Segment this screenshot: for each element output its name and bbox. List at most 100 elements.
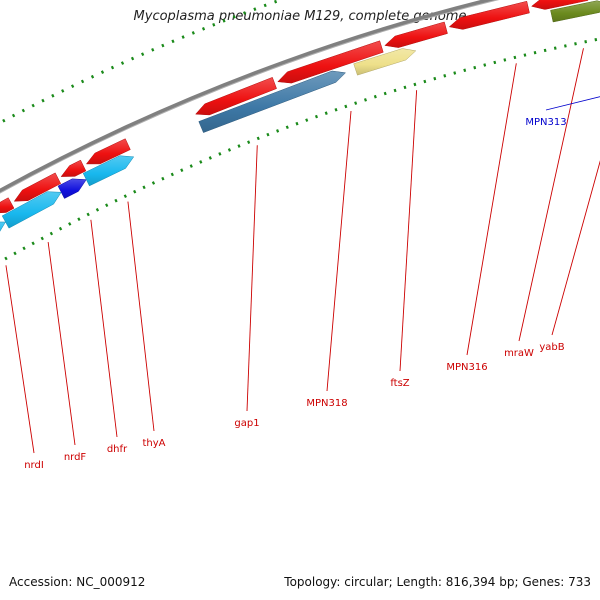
scale-tick bbox=[110, 65, 115, 70]
feature-red bbox=[195, 76, 277, 116]
inner-scale-tick bbox=[199, 160, 203, 164]
inner-scale-tick bbox=[133, 189, 137, 194]
inner-scale-tick bbox=[443, 74, 447, 78]
inner-scale-tick bbox=[584, 40, 588, 44]
scale-tick bbox=[181, 35, 185, 39]
inner-scale-tick bbox=[31, 241, 35, 246]
scale-tick bbox=[11, 113, 16, 118]
inner-scale-tick bbox=[513, 55, 517, 60]
scale-tick bbox=[21, 108, 26, 113]
genome-backbone bbox=[0, 0, 498, 194]
scale-tick bbox=[130, 56, 135, 61]
scale-tick bbox=[274, 0, 278, 4]
inner-scale-tick bbox=[285, 125, 289, 130]
feature-cyan bbox=[1, 191, 62, 229]
inner-scale-tick bbox=[523, 53, 527, 57]
inner-scale-tick bbox=[4, 256, 8, 261]
inner-scale-tick bbox=[114, 198, 118, 203]
inner-scale-tick bbox=[142, 185, 146, 190]
scale-tick bbox=[31, 103, 35, 108]
scale-tick bbox=[100, 70, 105, 74]
feature-steel bbox=[198, 70, 347, 133]
scale-tick bbox=[61, 89, 65, 93]
inner-scale-tick bbox=[123, 194, 127, 199]
genome-backbone-highlight bbox=[0, 0, 500, 194]
scale-tick bbox=[51, 93, 55, 98]
inner-scale-tick bbox=[189, 164, 193, 168]
feature-red bbox=[85, 138, 131, 165]
feature-red bbox=[384, 21, 448, 48]
scale-tick bbox=[90, 74, 95, 79]
inner-scale-tick bbox=[105, 203, 109, 208]
gene-label: MPN318 bbox=[306, 398, 347, 409]
scale-tick bbox=[191, 31, 195, 35]
inner-scale-tick bbox=[208, 156, 212, 160]
inner-scale-tick bbox=[266, 132, 270, 137]
inner-scale-tick bbox=[463, 68, 467, 73]
gene-label: yabB bbox=[539, 342, 564, 353]
gene-label-leader bbox=[518, 48, 584, 342]
scale-tick bbox=[2, 118, 6, 123]
gene-label: gap1 bbox=[234, 418, 259, 429]
inner-scale-tick bbox=[363, 98, 367, 102]
inner-scale-tick bbox=[423, 79, 427, 84]
scale-tick bbox=[253, 7, 257, 11]
inner-scale-tick bbox=[314, 114, 319, 119]
inner-scale-tick bbox=[161, 176, 165, 181]
inner-scale-tick bbox=[58, 226, 63, 231]
feature-red bbox=[13, 172, 62, 202]
gene-label: thyA bbox=[142, 438, 165, 449]
gene-label-leader bbox=[246, 145, 258, 412]
gene-label-leader bbox=[47, 242, 76, 446]
gene-label: MPN313 bbox=[525, 117, 566, 128]
inner-scale-tick bbox=[305, 118, 309, 122]
feature-red bbox=[531, 0, 589, 10]
feature-khaki bbox=[353, 48, 417, 76]
inner-scale-tick bbox=[433, 76, 437, 81]
scale-tick bbox=[263, 3, 267, 8]
inner-scale-tick bbox=[383, 91, 387, 96]
inner-scale-tick bbox=[373, 94, 377, 99]
inner-scale-tick bbox=[413, 82, 417, 87]
feature-olive bbox=[550, 0, 600, 23]
inner-scale-tick bbox=[170, 172, 174, 177]
gene-label-leader bbox=[466, 63, 517, 356]
inner-scale-tick bbox=[40, 236, 44, 241]
gene-label: nrdI bbox=[24, 460, 44, 471]
feature-red bbox=[277, 40, 384, 84]
inner-scale-tick bbox=[574, 42, 577, 46]
inner-scale-tick bbox=[403, 85, 407, 90]
inner-scale-tick bbox=[503, 58, 507, 62]
scale-tick bbox=[161, 43, 165, 48]
scale-tick bbox=[243, 11, 247, 15]
accession-label: Accession: NC_000912 bbox=[9, 575, 146, 589]
inner-scale-tick bbox=[553, 46, 557, 50]
gene-label-leader bbox=[399, 90, 418, 372]
inner-scale-tick bbox=[543, 48, 547, 53]
gene-label-leader bbox=[127, 201, 155, 432]
inner-scale-tick bbox=[354, 101, 358, 105]
inner-scale-tick bbox=[68, 222, 72, 226]
scale-tick bbox=[151, 48, 155, 52]
feature-cyan bbox=[0, 221, 6, 232]
gene-label: nrdF bbox=[64, 452, 87, 463]
gene-label: mraW bbox=[504, 348, 534, 359]
feature-cyan bbox=[82, 155, 135, 187]
inner-scale-tick bbox=[473, 65, 477, 70]
map-title: Mycoplasma pneumoniae M129, complete gen… bbox=[133, 9, 467, 24]
inner-scale-tick bbox=[344, 104, 348, 109]
inner-scale-tick bbox=[151, 181, 156, 185]
inner-scale-tick bbox=[453, 71, 457, 75]
gene-label-leader bbox=[551, 160, 600, 336]
feature-blue bbox=[57, 178, 87, 199]
inner-scale-tick bbox=[237, 144, 241, 148]
inner-scale-tick bbox=[49, 231, 54, 236]
inner-scale-tick bbox=[256, 136, 260, 141]
scale-tick bbox=[120, 61, 125, 65]
scale-tick bbox=[232, 15, 236, 19]
gene-label: dhfr bbox=[107, 444, 128, 455]
inner-scale-tick bbox=[324, 111, 328, 115]
inner-scale-tick bbox=[334, 107, 338, 112]
inner-scale-tick bbox=[95, 207, 100, 212]
